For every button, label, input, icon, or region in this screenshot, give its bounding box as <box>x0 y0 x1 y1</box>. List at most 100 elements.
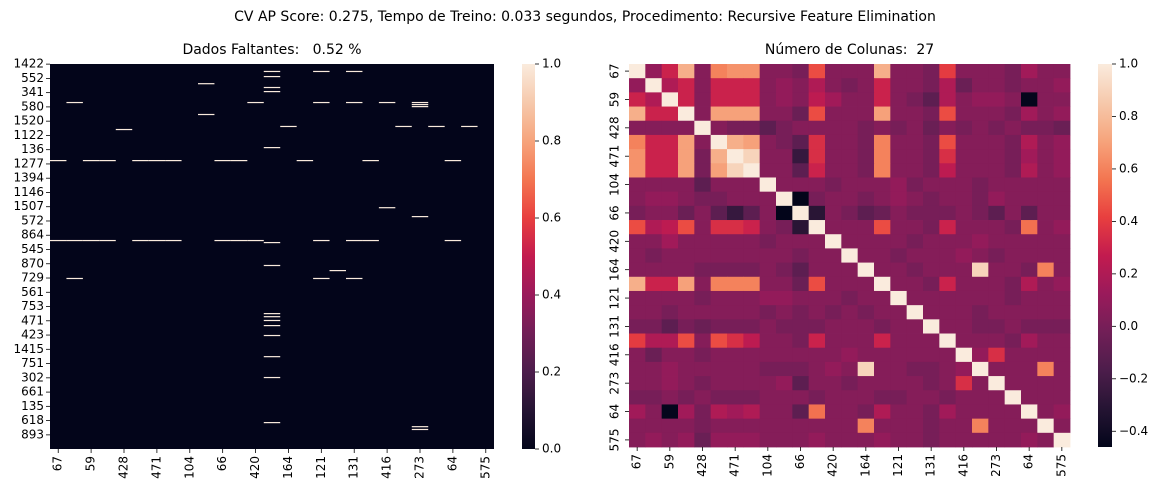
cell <box>710 177 728 193</box>
cell <box>792 262 810 278</box>
cell <box>939 191 957 207</box>
cell <box>857 149 875 164</box>
cell <box>890 305 908 320</box>
cell <box>972 305 989 320</box>
cell <box>678 248 695 263</box>
cell <box>710 390 728 405</box>
cell <box>629 149 646 164</box>
cell <box>841 163 859 178</box>
cell <box>727 262 744 278</box>
colorbar-tick-label: 0.6 <box>542 211 561 225</box>
x-tick-label: 59 <box>84 456 98 471</box>
cell <box>645 220 663 235</box>
cell <box>710 191 728 207</box>
x-tick-label: 64 <box>1022 454 1036 469</box>
cell <box>939 432 957 448</box>
cell <box>727 418 744 434</box>
cell <box>629 418 646 434</box>
cell <box>874 347 891 363</box>
y-tick-label: 1394 <box>13 171 44 185</box>
cell <box>1053 120 1071 136</box>
cell <box>955 149 973 164</box>
cell <box>825 333 842 349</box>
subplot-title: Número de Colunas: 27 <box>765 42 934 58</box>
cell <box>988 134 1006 150</box>
cell <box>874 177 891 193</box>
missing-cell <box>247 239 264 242</box>
cell <box>923 149 940 164</box>
cell <box>645 333 663 349</box>
x-tick-label: 67 <box>51 456 65 471</box>
cell <box>972 78 989 93</box>
cell <box>955 432 973 448</box>
cell <box>890 234 908 249</box>
cell <box>727 404 744 420</box>
cell <box>874 262 891 278</box>
cell <box>923 234 940 249</box>
cell <box>988 290 1006 306</box>
cell <box>1004 404 1022 420</box>
cell <box>743 248 761 263</box>
cell <box>923 361 940 377</box>
cell <box>923 163 940 178</box>
cell <box>727 290 744 306</box>
cell <box>727 106 744 122</box>
missing-cell <box>247 101 264 104</box>
cell <box>1037 149 1055 164</box>
cell <box>939 92 957 107</box>
missing-cell <box>230 159 248 162</box>
cell <box>678 404 695 420</box>
cell <box>841 234 859 249</box>
cell <box>874 134 891 150</box>
cell <box>906 191 924 207</box>
cell <box>743 134 761 150</box>
cell <box>759 191 777 207</box>
cell <box>678 120 695 136</box>
missing-cell <box>263 241 281 244</box>
cell <box>743 418 761 434</box>
cell <box>1037 191 1055 207</box>
cell <box>645 290 663 306</box>
cell <box>1037 220 1055 235</box>
cell <box>874 106 891 122</box>
cell <box>792 120 810 136</box>
missing-cell <box>263 319 281 322</box>
cell <box>825 92 842 107</box>
cell <box>890 205 908 221</box>
cell <box>808 177 826 193</box>
colorbar-tick-label: 1.0 <box>542 57 561 71</box>
cell <box>661 290 679 306</box>
cell <box>825 361 842 377</box>
cell <box>710 134 728 150</box>
cell <box>808 305 826 320</box>
cell <box>710 248 728 263</box>
cell <box>710 120 728 136</box>
cell <box>776 347 793 363</box>
cell <box>661 120 679 136</box>
cell <box>988 432 1006 448</box>
cell <box>727 78 744 93</box>
x-tick-label: 131 <box>347 456 361 479</box>
cell <box>890 120 908 136</box>
cell <box>629 106 646 122</box>
cell <box>939 305 957 320</box>
cell <box>743 276 761 292</box>
cell <box>939 134 957 150</box>
cell <box>1004 234 1022 249</box>
heatmap-background <box>50 64 494 449</box>
cell <box>743 64 761 79</box>
missing-cell <box>313 239 330 242</box>
cell <box>825 262 842 278</box>
cell <box>727 134 744 150</box>
cell <box>890 390 908 405</box>
cell <box>678 361 695 377</box>
cell <box>906 361 924 377</box>
cell <box>1053 390 1071 405</box>
cell <box>841 220 859 235</box>
cell <box>792 376 810 391</box>
cell <box>972 205 989 221</box>
cell <box>841 390 859 405</box>
cell <box>906 290 924 306</box>
cell <box>1053 205 1071 221</box>
cell <box>759 106 777 122</box>
